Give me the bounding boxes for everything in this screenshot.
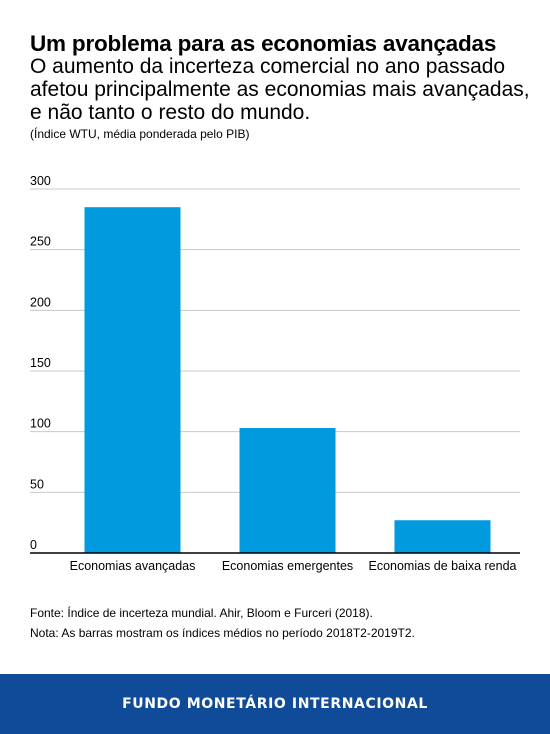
y-tick-label: 150	[30, 356, 51, 370]
y-tick-label: 300	[30, 174, 51, 188]
source-note: Fonte: Índice de incerteza mundial. Ahir…	[30, 606, 373, 620]
bar-note: Nota: As barras mostram os índices médio…	[30, 626, 415, 640]
chart-subtitle: O aumento da incerteza comercial no ano …	[30, 55, 530, 124]
x-tick-label: Economias emergentes	[222, 559, 353, 573]
organization-name: FUNDO MONETÁRIO INTERNACIONAL	[122, 696, 428, 712]
y-tick-label: 50	[30, 477, 44, 491]
bar	[394, 520, 491, 553]
y-tick-label: 100	[30, 417, 51, 431]
bar	[84, 207, 181, 553]
units-note: (Índice WTU, média ponderada pelo PIB)	[30, 127, 250, 141]
x-tick-label: Economias avançadas	[70, 559, 196, 573]
y-tick-label: 0	[30, 538, 37, 552]
x-tick-label: Economias de baixa renda	[368, 559, 516, 573]
chart-title: Um problema para as economias avançadas	[30, 31, 497, 56]
bar-chart: 0 50 100 150 200 250 300 Economias avançadas Eco…	[30, 174, 520, 573]
y-tick-label: 250	[30, 235, 51, 249]
y-tick-label: 200	[30, 295, 51, 309]
footer-banner: FUNDO MONETÁRIO INTERNACIONAL	[0, 674, 550, 734]
bar	[239, 428, 336, 553]
